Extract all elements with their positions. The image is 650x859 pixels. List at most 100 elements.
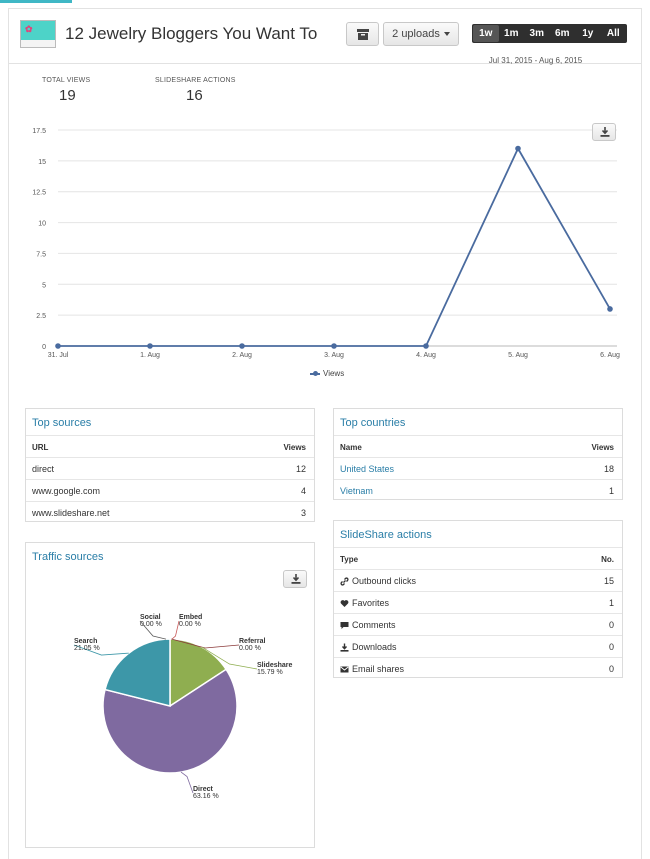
action-type: Outbound clicks <box>352 576 417 586</box>
col-url: URL <box>32 443 49 452</box>
top-sources-title: Top sources <box>32 417 92 429</box>
uploads-dropdown[interactable]: 2 uploads <box>383 22 459 46</box>
page-title: 12 Jewelry Bloggers You Want To <box>65 24 318 43</box>
country-views: 1 <box>608 486 614 496</box>
table-row: Favorites 1 <box>334 591 622 613</box>
link-icon <box>340 577 349 586</box>
slideshare-actions-title: SlideShare actions <box>340 529 432 541</box>
y-tick-label: 12.5 <box>32 190 46 197</box>
presentation-thumbnail[interactable]: ✿ <box>20 20 56 48</box>
pie-label-percent: 15.79 % <box>257 669 283 676</box>
table-header: Name Views <box>334 435 622 457</box>
country-link-vietnam[interactable]: Vietnam <box>340 486 373 496</box>
comment-icon <box>340 622 349 630</box>
table-header: Type No. <box>334 547 622 569</box>
archive-icon <box>357 29 369 40</box>
table-row: www.slideshare.net 3 <box>26 501 314 523</box>
top-countries-panel: Top countries Name Views United States 1… <box>333 408 623 500</box>
range-6m[interactable]: 6m <box>555 28 570 39</box>
table-row: Comments 0 <box>334 613 622 635</box>
action-type: Favorites <box>352 598 390 608</box>
uploads-label: 2 uploads <box>392 28 440 40</box>
views-data-point[interactable] <box>423 343 429 349</box>
action-count: 1 <box>608 598 614 608</box>
content-frame <box>8 8 642 859</box>
country-link-united-states[interactable]: United States <box>340 464 395 474</box>
table-row: Vietnam 1 <box>334 479 622 501</box>
views-data-point[interactable] <box>147 343 153 349</box>
views-data-point[interactable] <box>239 343 245 349</box>
col-type: Type <box>340 555 359 564</box>
table-row: www.google.com 4 <box>26 479 314 501</box>
pie-label-referral: Referral 0.00 % <box>239 638 265 652</box>
pie-label-name: Referral <box>239 638 266 645</box>
y-tick-label: 0 <box>42 344 46 351</box>
views-data-point[interactable] <box>515 145 521 152</box>
pie-label-embed: Embed 0.00 % <box>179 614 202 628</box>
x-tick-label: 5. Aug <box>508 352 528 359</box>
envelope-icon <box>340 666 349 673</box>
active-tab-indicator <box>0 0 72 3</box>
pie-download-button[interactable] <box>283 570 307 588</box>
views-data-point[interactable] <box>607 306 613 312</box>
source-views: 12 <box>295 464 306 474</box>
caret-down-icon <box>443 32 450 37</box>
range-3m[interactable]: 3m <box>529 28 544 39</box>
archive-button[interactable] <box>346 22 379 46</box>
traffic-sources-title: Traffic sources <box>32 551 104 563</box>
y-tick-label: 15 <box>38 159 46 166</box>
action-count: 15 <box>603 576 614 586</box>
date-range-label: Jul 31, 2015 - Aug 6, 2015 <box>488 56 583 65</box>
chart-legend[interactable]: Views <box>310 369 344 378</box>
legend-swatch-icon <box>310 370 320 376</box>
pie-label-name: Direct <box>193 786 213 793</box>
col-name: Name <box>340 443 362 452</box>
top-sources-panel: Top sources URL Views direct 12 www.goog… <box>25 408 315 522</box>
table-row: Downloads 0 <box>334 635 622 657</box>
legend-views-label: Views <box>323 369 345 378</box>
action-count: 0 <box>608 664 614 674</box>
traffic-sources-panel: Traffic sources <box>25 542 315 848</box>
y-tick-label: 5 <box>42 282 46 289</box>
top-countries-title: Top countries <box>340 417 406 429</box>
views-series-line <box>58 146 611 347</box>
thumbnail-logo-icon: ✿ <box>25 24 33 34</box>
download-icon <box>291 574 301 584</box>
pie-label-social: Social 0.00 % <box>140 614 162 628</box>
x-tick-label: 6. Aug <box>600 352 620 359</box>
source-url: www.google.com <box>32 486 101 496</box>
action-type: Email shares <box>352 664 405 674</box>
pie-label-direct: Direct 63.16 % <box>193 786 219 800</box>
pie-label-name: Search <box>74 638 98 645</box>
chart-download-button[interactable] <box>592 123 616 141</box>
table-header: URL Views <box>26 435 314 457</box>
views-data-point[interactable] <box>331 343 337 349</box>
col-views: Views <box>283 443 306 452</box>
slideshare-actions-panel: SlideShare actions Type No. Outbound cli… <box>333 520 623 678</box>
pie-label-percent: 63.16 % <box>193 793 219 800</box>
range-all[interactable]: All <box>606 28 620 39</box>
table-row: Outbound clicks 15 <box>334 569 622 591</box>
action-type: Comments <box>352 620 396 630</box>
x-tick-label: 1. Aug <box>140 352 160 359</box>
source-views: 3 <box>300 508 306 518</box>
range-1y[interactable]: 1y <box>582 28 594 39</box>
y-tick-label: 2.5 <box>36 313 46 320</box>
x-tick-label: 31. Jul <box>48 352 69 359</box>
pie-label-percent: 0.00 % <box>239 645 261 652</box>
pie-label-name: Social <box>140 614 161 621</box>
col-views: Views <box>591 443 614 452</box>
pie-label-search: Search 21.05 % <box>74 638 100 652</box>
col-count: No. <box>601 555 614 564</box>
range-1w[interactable]: 1w <box>473 25 499 42</box>
heart-icon <box>340 600 349 608</box>
views-data-point[interactable] <box>55 343 61 349</box>
slideshare-actions-value: 16 <box>186 87 203 104</box>
download-icon <box>600 127 610 137</box>
source-views: 4 <box>300 486 306 496</box>
pie-label-percent: 0.00 % <box>179 621 201 628</box>
table-row: direct 12 <box>26 457 314 479</box>
action-type: Downloads <box>352 642 397 652</box>
range-1m[interactable]: 1m <box>504 28 519 39</box>
pie-label-name: Slideshare <box>257 662 293 669</box>
